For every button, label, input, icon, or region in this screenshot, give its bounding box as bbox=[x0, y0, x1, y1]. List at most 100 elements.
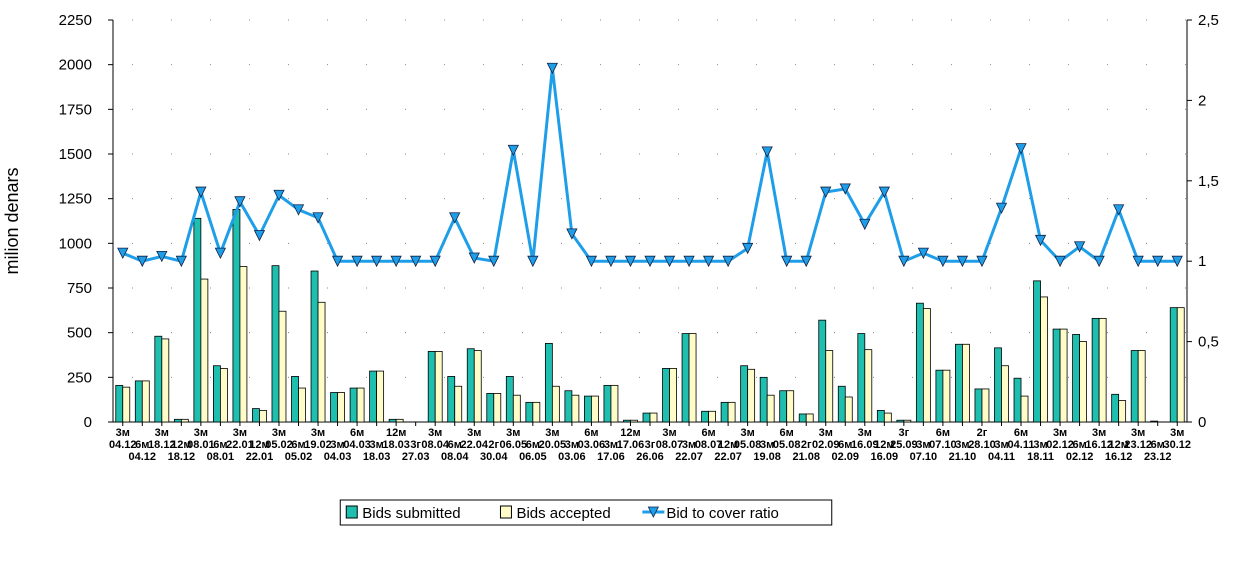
marker bbox=[331, 255, 344, 268]
marker bbox=[683, 255, 695, 268]
bar bbox=[864, 349, 873, 423]
bar bbox=[493, 393, 502, 423]
x-tick-label: 3м 04.03 bbox=[324, 439, 352, 463]
x-tick-label: 3м 19.02 bbox=[304, 427, 332, 451]
bar bbox=[134, 380, 143, 423]
marker bbox=[956, 255, 969, 268]
bar bbox=[1091, 317, 1100, 423]
x-tick-label: 6м 04.03 bbox=[343, 427, 371, 451]
bar bbox=[591, 395, 599, 423]
x-tick-label: 3м 04.12 bbox=[109, 427, 137, 451]
bar bbox=[551, 385, 560, 423]
x-tick-label: 3г 25.09 bbox=[890, 427, 918, 451]
marker bbox=[624, 255, 637, 268]
marker bbox=[390, 255, 402, 268]
bar bbox=[623, 419, 631, 423]
x-tick-label: 12м 18.03 bbox=[382, 427, 410, 451]
x-tick-label: 6м 08.07 bbox=[695, 427, 723, 451]
bar bbox=[349, 387, 358, 423]
bar bbox=[779, 390, 788, 423]
x-tick-label: 3м 08.07 bbox=[656, 427, 684, 451]
marker bbox=[312, 212, 324, 224]
bar bbox=[727, 401, 736, 423]
x-tick-label: 3м 08.04 bbox=[421, 427, 449, 451]
bar bbox=[219, 367, 228, 423]
marker bbox=[1034, 234, 1047, 247]
x-tick-label: 3м 05.08 bbox=[734, 427, 762, 451]
x-tick-label: 3м 30.12 bbox=[1163, 427, 1191, 451]
marker bbox=[527, 255, 539, 268]
bar bbox=[330, 392, 338, 423]
marker bbox=[663, 255, 676, 268]
x-tick-label: 3м 23.12 bbox=[1124, 427, 1152, 451]
marker bbox=[1093, 255, 1105, 268]
bar bbox=[310, 270, 319, 423]
marker bbox=[507, 144, 519, 157]
legend-swatch bbox=[345, 505, 358, 519]
bar bbox=[935, 369, 944, 423]
x-tick-label: 6м 05.02 bbox=[285, 439, 313, 463]
marker bbox=[351, 255, 363, 268]
marker bbox=[175, 255, 187, 268]
marker bbox=[292, 204, 305, 216]
bar bbox=[356, 387, 365, 423]
x-tick-label: 3м 16.09 bbox=[851, 427, 879, 451]
bar bbox=[1013, 377, 1022, 423]
x-tick-label: 12м 22.01 bbox=[246, 439, 274, 463]
bar bbox=[825, 350, 834, 423]
bar bbox=[173, 418, 182, 423]
bar bbox=[962, 343, 970, 423]
bar bbox=[1059, 328, 1068, 423]
marker bbox=[898, 255, 910, 268]
bar bbox=[388, 418, 397, 423]
marker bbox=[566, 228, 578, 240]
marker bbox=[1073, 241, 1086, 253]
bar bbox=[427, 351, 436, 423]
marker bbox=[488, 255, 500, 268]
marker bbox=[1113, 204, 1125, 216]
y-tick-label: 1500 bbox=[59, 146, 92, 163]
bar bbox=[1072, 334, 1080, 423]
x-tick-label: 12м 18.12 bbox=[168, 439, 196, 463]
marker bbox=[702, 255, 715, 268]
y2-tick-label: 1,5 bbox=[1198, 173, 1219, 190]
x-tick-label: 6м 02.12 bbox=[1066, 439, 1094, 463]
legend-label: Bids submitted bbox=[362, 505, 460, 522]
marker bbox=[253, 230, 266, 242]
marker bbox=[585, 255, 598, 268]
x-tick-label: 12м 22.07 bbox=[714, 439, 742, 463]
bar bbox=[922, 308, 931, 423]
x-tick-label: 3м 22.01 bbox=[226, 427, 254, 451]
bar bbox=[1111, 393, 1120, 423]
bar bbox=[298, 387, 306, 423]
bar bbox=[974, 388, 983, 423]
bar bbox=[193, 217, 202, 423]
legend-box bbox=[339, 499, 833, 526]
bar bbox=[252, 408, 260, 423]
bar bbox=[681, 333, 690, 423]
bar bbox=[525, 401, 534, 423]
bar bbox=[610, 384, 619, 423]
x-tick-label: 3м 19.08 bbox=[753, 439, 781, 463]
x-tick-label: 12м 16.09 bbox=[871, 439, 899, 463]
bar bbox=[603, 384, 612, 423]
bar bbox=[1098, 317, 1107, 423]
marker bbox=[1152, 255, 1164, 268]
bar bbox=[844, 396, 853, 423]
marker bbox=[839, 183, 851, 195]
bar bbox=[1130, 350, 1139, 423]
bar bbox=[1118, 400, 1127, 423]
line bbox=[122, 68, 1178, 264]
x-tick-label: 3м 18.11 bbox=[1027, 439, 1054, 463]
x-tick-label: 3г 27.03 bbox=[402, 439, 430, 463]
marker bbox=[976, 255, 988, 268]
bar bbox=[154, 335, 163, 423]
marker bbox=[800, 255, 812, 268]
bar bbox=[115, 384, 124, 423]
bar bbox=[642, 412, 651, 423]
marker bbox=[234, 196, 246, 208]
bar bbox=[630, 419, 638, 423]
bar bbox=[1169, 307, 1178, 423]
bar bbox=[512, 394, 521, 423]
marker bbox=[1015, 143, 1027, 155]
